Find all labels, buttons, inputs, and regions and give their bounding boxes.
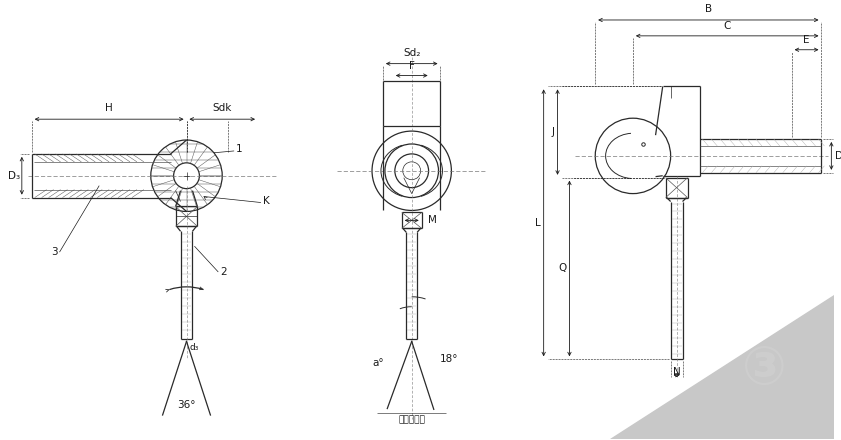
Text: D: D xyxy=(835,151,841,161)
Text: d₃: d₃ xyxy=(189,343,198,352)
Text: F: F xyxy=(409,61,415,70)
Polygon shape xyxy=(610,295,834,439)
Text: 卡簧限位角: 卡簧限位角 xyxy=(399,415,426,425)
Text: Sdk: Sdk xyxy=(213,103,232,113)
Text: C: C xyxy=(723,21,731,31)
Text: 2: 2 xyxy=(220,267,227,277)
Text: D₃: D₃ xyxy=(8,171,20,181)
Text: E: E xyxy=(803,35,810,45)
Text: 1: 1 xyxy=(236,144,243,154)
Text: J: J xyxy=(552,127,554,137)
Text: Sd₂: Sd₂ xyxy=(403,48,420,58)
Text: ③: ③ xyxy=(742,343,786,395)
Text: L: L xyxy=(535,218,541,228)
Text: M: M xyxy=(427,215,436,225)
Text: 3: 3 xyxy=(51,247,57,257)
Text: 36°: 36° xyxy=(177,400,196,410)
Text: K: K xyxy=(263,195,270,205)
Text: H: H xyxy=(105,103,113,113)
Text: 18°: 18° xyxy=(440,354,458,364)
Text: B: B xyxy=(705,4,711,14)
Text: N: N xyxy=(673,367,680,377)
Text: a°: a° xyxy=(373,358,384,368)
Text: Q: Q xyxy=(558,264,567,274)
